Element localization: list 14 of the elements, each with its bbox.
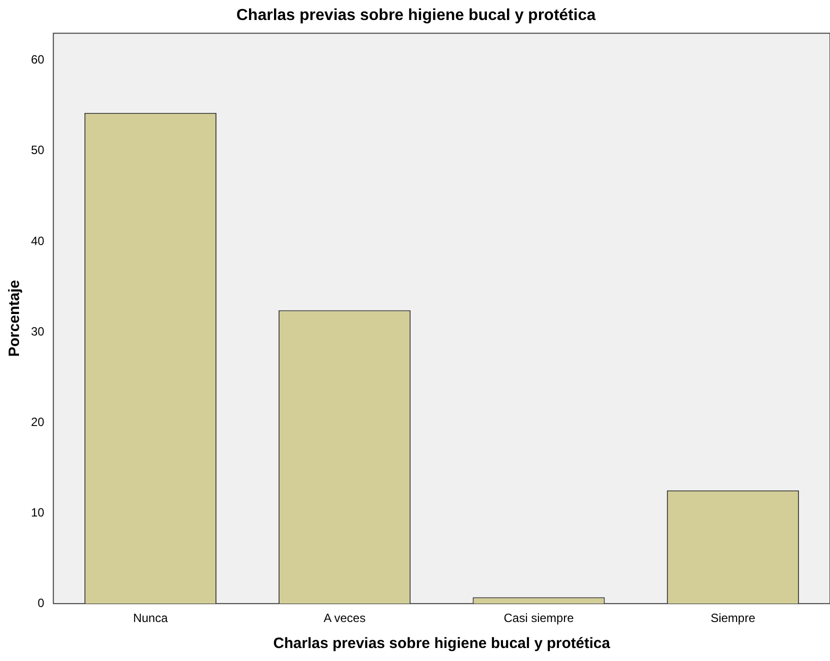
- y-tick-label: 50: [30, 143, 45, 158]
- x-axis-title: Charlas previas sobre higiene bucal y protética: [273, 635, 611, 652]
- x-tick-label: Siempre: [710, 611, 756, 626]
- y-tick-label: 40: [30, 234, 45, 248]
- chart-title: Charlas previas sobre higiene bucal y protética: [236, 7, 596, 24]
- y-tick-label: 10: [30, 505, 45, 520]
- y-tick-label: 30: [30, 324, 45, 338]
- x-tick-label: Nunca: [133, 611, 168, 626]
- y-axis-title: Porcentaje: [6, 280, 24, 357]
- x-tick-label: A veces: [324, 611, 366, 626]
- y-tick-label: 60: [30, 52, 45, 67]
- y-tick-label: 0: [38, 596, 45, 610]
- y-tick-label: 20: [30, 414, 45, 429]
- x-tick-label: Casi siempre: [504, 611, 574, 626]
